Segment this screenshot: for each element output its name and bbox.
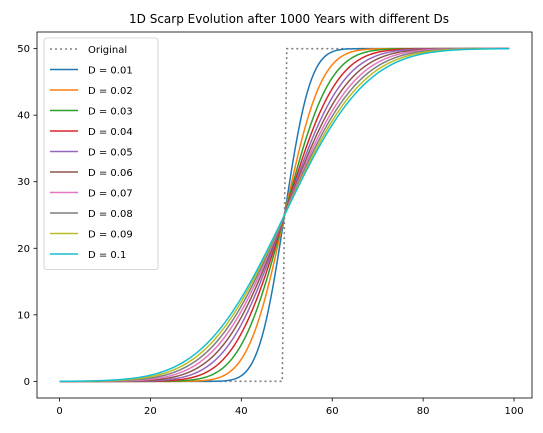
chart-title: 1D Scarp Evolution after 1000 Years with… bbox=[129, 12, 449, 26]
legend-label: D = 0.02 bbox=[88, 86, 133, 97]
x-tick-label: 60 bbox=[326, 406, 339, 417]
y-tick-label: 10 bbox=[17, 310, 30, 321]
y-tick-label: 40 bbox=[17, 111, 30, 122]
legend-label: D = 0.03 bbox=[88, 107, 133, 118]
x-tick-label: 100 bbox=[504, 406, 523, 417]
legend-label: D = 0.04 bbox=[88, 127, 133, 138]
y-tick-label: 50 bbox=[17, 44, 30, 55]
legend-label: D = 0.09 bbox=[88, 230, 133, 241]
series-line-10 bbox=[59, 47, 510, 383]
x-tick-label: 40 bbox=[235, 406, 248, 417]
legend-label: D = 0.1 bbox=[88, 250, 126, 261]
x-tick-label: 80 bbox=[417, 406, 430, 417]
legend-label: D = 0.01 bbox=[88, 66, 133, 77]
legend-label: D = 0.06 bbox=[88, 168, 133, 179]
legend-box bbox=[43, 37, 159, 270]
legend: Original D = 0.01 D = 0.02 D = 0.03 D = 0.04… bbox=[43, 37, 159, 270]
legend-label: D = 0.05 bbox=[88, 148, 133, 159]
legend-label: D = 0.07 bbox=[88, 189, 133, 200]
axes: 0 20 40 60 80 100 0 10 20 30 40 50 bbox=[17, 31, 533, 417]
axes-frame bbox=[36, 31, 533, 399]
y-tick-label: 30 bbox=[17, 177, 30, 188]
curves bbox=[59, 47, 510, 383]
legend-label: Original bbox=[88, 45, 127, 56]
legend-label: D = 0.08 bbox=[88, 209, 133, 220]
x-tick-label: 0 bbox=[56, 406, 62, 417]
y-tick-label: 0 bbox=[24, 377, 30, 388]
x-tick-label: 20 bbox=[144, 406, 157, 417]
y-tick-label: 20 bbox=[17, 244, 30, 255]
